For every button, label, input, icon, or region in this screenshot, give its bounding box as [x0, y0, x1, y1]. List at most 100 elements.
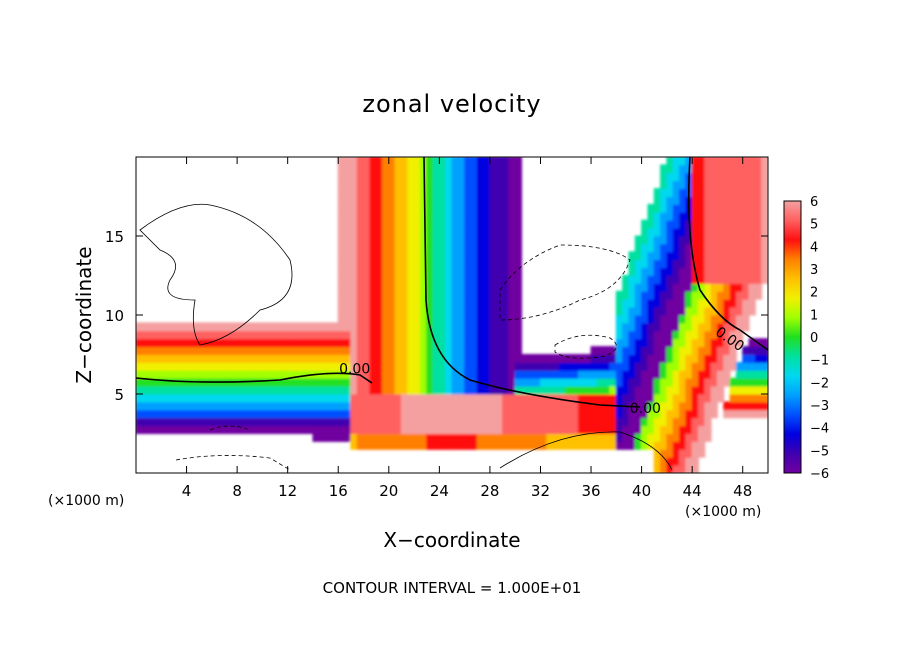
field-cell	[691, 298, 699, 308]
field-cell	[546, 369, 554, 379]
field-cell	[609, 409, 617, 419]
field-cell	[445, 377, 453, 387]
field-cell	[723, 259, 731, 269]
field-cell	[679, 385, 687, 395]
field-cell	[287, 330, 295, 340]
field-cell	[268, 361, 276, 371]
field-cell	[514, 275, 523, 284]
field-cell	[388, 196, 396, 205]
field-cell	[742, 298, 750, 308]
field-cell	[369, 188, 377, 197]
field-cell	[451, 282, 459, 292]
field-cell	[514, 290, 523, 300]
field-cell	[249, 385, 257, 395]
field-cell	[660, 409, 668, 419]
field-cell	[527, 409, 535, 419]
colorbar-ramp	[783, 200, 802, 474]
field-cell	[400, 433, 409, 442]
field-cell	[400, 306, 409, 316]
field-cell	[426, 164, 434, 174]
field-cell	[609, 433, 617, 442]
field-cell	[375, 164, 383, 174]
field-cell	[363, 440, 371, 450]
field-cell	[476, 259, 485, 269]
field-cell	[426, 346, 434, 355]
field-cell	[716, 361, 725, 371]
field-cell	[394, 188, 402, 197]
field-cell	[419, 306, 428, 316]
field-cell	[249, 338, 257, 348]
field-cell	[660, 440, 668, 450]
field-cell	[609, 346, 617, 355]
field-cell	[211, 369, 219, 379]
field-cell	[344, 338, 352, 348]
field-cell	[609, 417, 617, 427]
field-cell	[483, 409, 491, 419]
zero-contour	[136, 372, 373, 384]
field-cell	[622, 377, 630, 387]
field-cell	[609, 377, 617, 387]
field-cell	[198, 401, 207, 411]
field-cell	[729, 203, 737, 213]
field-cell	[508, 314, 516, 324]
field-cell	[337, 203, 346, 213]
field-cell	[603, 417, 611, 427]
field-cell	[742, 377, 750, 387]
field-cell	[508, 157, 516, 166]
field-cell	[136, 377, 143, 387]
field-cell	[495, 433, 504, 442]
field-cell	[660, 433, 668, 442]
field-cell	[647, 322, 655, 332]
field-cell	[495, 164, 504, 174]
field-cell	[672, 377, 681, 387]
field-cell	[666, 275, 674, 284]
field-cell	[476, 298, 485, 308]
field-cell	[306, 385, 314, 395]
field-cell	[261, 377, 270, 387]
field-cell	[666, 203, 674, 213]
field-cell	[483, 275, 491, 284]
field-cell	[363, 338, 371, 348]
field-cell	[363, 401, 371, 411]
field-cell	[451, 433, 459, 442]
field-cell	[716, 346, 725, 355]
field-cell	[508, 196, 516, 205]
field-cell	[217, 401, 225, 411]
field-cell	[369, 314, 377, 324]
field-cell	[476, 433, 485, 442]
field-cell	[647, 314, 655, 324]
field-cell	[306, 346, 314, 355]
field-cell	[325, 377, 333, 387]
field-cell	[508, 306, 516, 316]
field-cell	[325, 401, 333, 411]
field-cell	[742, 164, 750, 174]
field-cell	[457, 188, 466, 197]
field-cell	[287, 393, 295, 403]
field-cell	[337, 385, 346, 395]
field-cell	[407, 354, 415, 363]
field-cell	[381, 259, 390, 269]
field-cell	[318, 393, 327, 403]
field-cell	[704, 298, 712, 308]
field-cell	[502, 157, 510, 166]
field-cell	[167, 346, 175, 355]
field-cell	[754, 385, 763, 395]
field-cell	[381, 433, 390, 442]
field-cell	[495, 425, 504, 434]
field-cell	[704, 409, 712, 419]
field-cell	[495, 243, 504, 253]
field-cell	[521, 433, 529, 442]
field-cell	[445, 243, 453, 253]
field-cell	[407, 180, 415, 190]
field-cell	[350, 164, 358, 174]
field-cell	[419, 188, 428, 197]
field-cell	[590, 385, 598, 395]
field-cell	[337, 298, 346, 308]
field-cell	[710, 361, 718, 371]
field-cell	[464, 385, 472, 395]
field-cell	[514, 322, 523, 332]
field-cell	[470, 235, 478, 245]
field-cell	[419, 196, 428, 205]
field-cell	[470, 440, 478, 450]
field-cell	[495, 188, 504, 197]
